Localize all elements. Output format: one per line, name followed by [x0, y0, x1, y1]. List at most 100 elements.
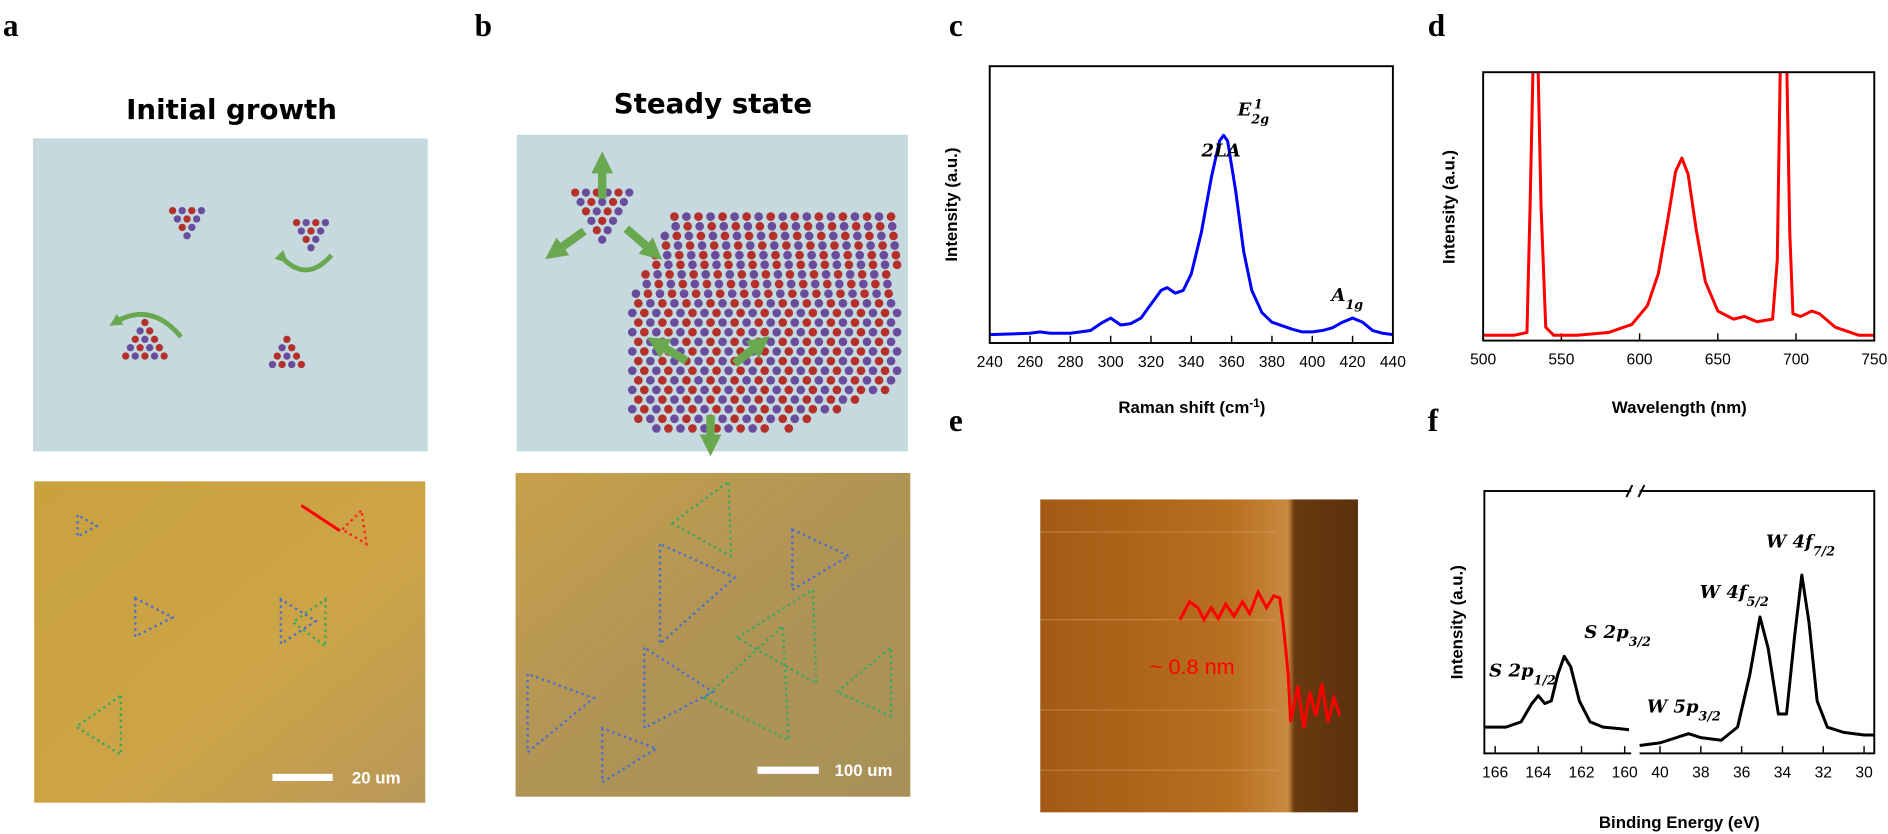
text-part: A	[1330, 285, 1346, 306]
atom	[748, 385, 757, 395]
line-series	[989, 133, 1393, 337]
atom	[803, 221, 813, 231]
atom	[856, 366, 866, 375]
x-tick-label: 300	[1098, 354, 1124, 371]
text-part: S 2p	[1584, 622, 1629, 643]
atom	[760, 424, 770, 433]
atom	[797, 270, 807, 279]
label: S 2p3/2	[1584, 622, 1651, 649]
atom	[826, 375, 836, 385]
atom	[633, 395, 643, 404]
atom	[838, 395, 848, 404]
atom	[712, 308, 721, 318]
atom	[754, 375, 763, 385]
x-tick-label: 380	[1259, 354, 1285, 371]
atom	[700, 327, 709, 337]
atom	[845, 270, 855, 279]
atom	[828, 231, 838, 241]
atom	[760, 347, 770, 356]
atom	[688, 404, 697, 414]
atom	[802, 414, 812, 424]
atom	[853, 231, 862, 241]
atom	[719, 221, 729, 231]
label: E2g1	[1237, 96, 1270, 126]
atom	[662, 250, 672, 260]
atom	[766, 375, 776, 385]
atom	[126, 343, 135, 352]
atom	[718, 395, 727, 404]
scale-bar-label: 20 um	[352, 768, 401, 787]
atom	[160, 352, 168, 360]
atom	[633, 298, 643, 308]
atom	[892, 308, 902, 318]
text-part: )	[1260, 398, 1266, 417]
atom	[676, 308, 685, 318]
atom	[790, 375, 800, 385]
atom	[312, 235, 320, 244]
atom	[773, 270, 783, 279]
atom	[283, 335, 291, 344]
atom	[700, 366, 709, 375]
atom	[614, 207, 623, 216]
atom	[676, 385, 685, 395]
break-mark	[1637, 484, 1646, 498]
x-tick-label: 320	[1138, 354, 1164, 371]
sup: 1	[1254, 96, 1263, 111]
atom	[754, 298, 763, 308]
atom	[688, 260, 697, 270]
atom	[814, 375, 824, 385]
atom	[830, 241, 839, 250]
atom	[782, 241, 791, 250]
label: Raman shift (cm-1)	[1118, 396, 1265, 417]
atom	[892, 260, 902, 270]
text-part: 2LA	[1201, 140, 1241, 161]
atom	[862, 356, 872, 366]
atom	[796, 327, 806, 337]
text-part: W 4f	[1700, 582, 1750, 603]
atom	[865, 231, 874, 241]
atom	[627, 385, 637, 395]
atom	[718, 414, 727, 424]
flake-outlines	[526, 479, 893, 785]
atom	[814, 318, 824, 327]
atom	[749, 270, 759, 279]
atom	[820, 404, 830, 414]
panel-label: e	[949, 403, 963, 438]
atom	[652, 260, 661, 270]
axes-frame	[1482, 71, 1876, 342]
sup: -1	[1249, 396, 1260, 409]
panel-label: f	[1428, 403, 1439, 438]
atom	[796, 366, 806, 375]
atom	[721, 241, 731, 250]
atom	[654, 279, 664, 289]
atom	[780, 231, 790, 241]
atom	[892, 347, 902, 356]
atom	[832, 308, 842, 318]
atom	[772, 308, 782, 318]
atom	[652, 404, 661, 414]
atom	[742, 395, 751, 404]
atom	[633, 414, 643, 424]
atom	[778, 414, 788, 424]
atom	[715, 289, 725, 298]
atom	[794, 241, 803, 250]
atom	[802, 318, 812, 327]
atom	[725, 270, 735, 279]
atom	[862, 318, 872, 327]
atom	[862, 337, 872, 347]
atom	[754, 414, 763, 424]
atom	[646, 414, 655, 424]
atom	[745, 241, 755, 250]
atom	[682, 337, 691, 347]
atom	[316, 227, 325, 235]
atom	[772, 404, 782, 414]
atom	[587, 197, 596, 207]
atom	[627, 327, 637, 337]
atom	[778, 298, 788, 308]
line-series	[1483, 72, 1875, 337]
axes-frame	[1483, 490, 1876, 755]
atom	[141, 335, 149, 343]
x-tick-label: 340	[1178, 354, 1204, 371]
atom	[759, 250, 768, 260]
atom	[671, 221, 680, 231]
